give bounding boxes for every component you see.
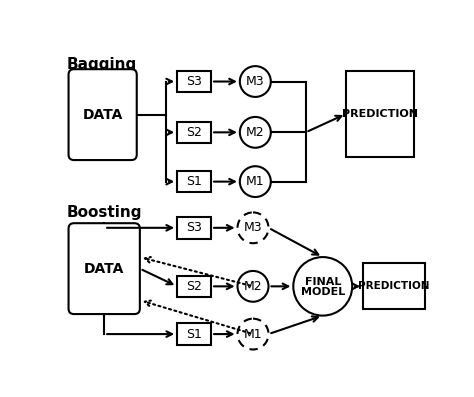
Bar: [363, 263, 425, 309]
Text: Bagging: Bagging: [67, 57, 137, 72]
Text: M3: M3: [244, 221, 262, 234]
Text: FINAL: FINAL: [305, 277, 341, 287]
Text: S2: S2: [186, 280, 202, 293]
Bar: [177, 323, 211, 345]
Text: S1: S1: [186, 175, 202, 188]
Text: M3: M3: [246, 75, 264, 88]
Text: M1: M1: [246, 175, 264, 188]
Text: MODEL: MODEL: [301, 287, 345, 297]
FancyBboxPatch shape: [69, 69, 137, 160]
Text: S2: S2: [186, 126, 202, 139]
Text: M2: M2: [246, 126, 264, 139]
Bar: [346, 71, 414, 157]
Bar: [177, 71, 211, 92]
Bar: [177, 276, 211, 297]
Text: PREDICTION: PREDICTION: [358, 281, 430, 291]
Text: S3: S3: [186, 221, 202, 234]
Bar: [177, 171, 211, 193]
Bar: [177, 121, 211, 143]
Text: M1: M1: [244, 328, 262, 341]
Text: PREDICTION: PREDICTION: [342, 109, 418, 119]
Text: S1: S1: [186, 328, 202, 341]
Text: S3: S3: [186, 75, 202, 88]
Text: M2: M2: [244, 280, 262, 293]
Text: DATA: DATA: [82, 108, 123, 121]
Bar: [177, 217, 211, 239]
Text: Boosting: Boosting: [67, 206, 143, 220]
FancyBboxPatch shape: [69, 223, 140, 314]
Text: DATA: DATA: [84, 262, 124, 276]
